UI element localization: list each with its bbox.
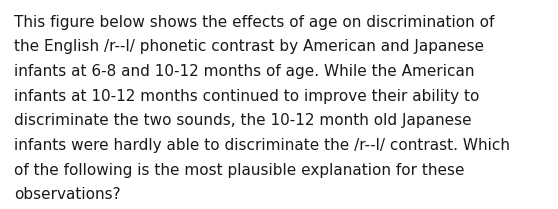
Text: discriminate the two sounds, the 10-12 month old Japanese: discriminate the two sounds, the 10-12 m… xyxy=(14,113,472,128)
Text: the English /r--l/ phonetic contrast by American and Japanese: the English /r--l/ phonetic contrast by … xyxy=(14,39,484,54)
Text: infants were hardly able to discriminate the /r--l/ contrast. Which: infants were hardly able to discriminate… xyxy=(14,138,510,153)
Text: This figure below shows the effects of age on discrimination of: This figure below shows the effects of a… xyxy=(14,15,494,30)
Text: infants at 6-8 and 10-12 months of age. While the American: infants at 6-8 and 10-12 months of age. … xyxy=(14,64,474,79)
Text: infants at 10-12 months continued to improve their ability to: infants at 10-12 months continued to imp… xyxy=(14,89,479,104)
Text: observations?: observations? xyxy=(14,187,121,202)
Text: of the following is the most plausible explanation for these: of the following is the most plausible e… xyxy=(14,163,464,178)
